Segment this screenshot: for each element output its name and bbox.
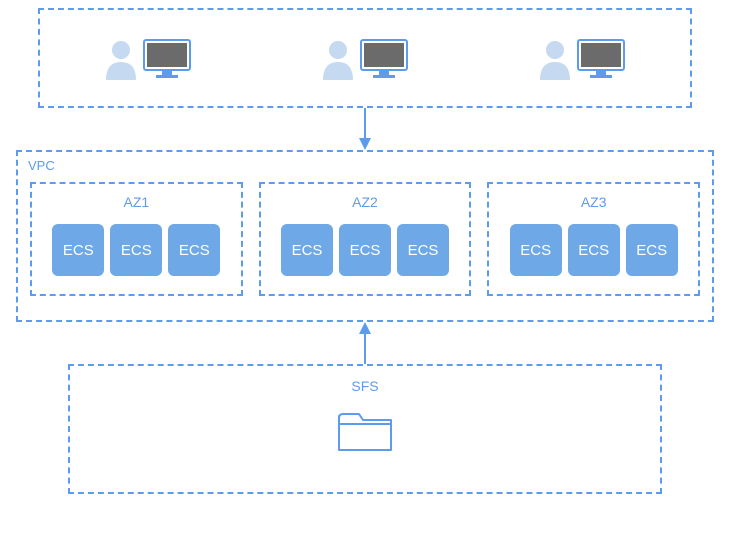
monitor-icon [576,36,626,80]
ecs-node: ECS [568,224,620,276]
az-box: AZ3ECSECSECS [487,182,700,296]
az-label: AZ1 [123,194,149,210]
ecs-node: ECS [510,224,562,276]
ecs-node: ECS [110,224,162,276]
vpc-box: VPC AZ1ECSECSECSAZ2ECSECSECSAZ3ECSECSECS [16,150,714,322]
ecs-node: ECS [397,224,449,276]
user-with-monitor [104,36,192,80]
sfs-label: SFS [351,378,378,394]
user-icon [104,36,138,80]
monitor-icon [359,36,409,80]
monitor-icon [142,36,192,80]
ecs-row: ECSECSECS [510,224,678,276]
az-row: AZ1ECSECSECSAZ2ECSECSECSAZ3ECSECSECS [30,182,700,296]
user-icon [321,36,355,80]
ecs-node: ECS [168,224,220,276]
ecs-node: ECS [52,224,104,276]
ecs-row: ECSECSECS [281,224,449,276]
arrow-sfs-to-vpc [8,322,722,364]
ecs-node: ECS [281,224,333,276]
ecs-node: ECS [626,224,678,276]
az-box: AZ1ECSECSECS [30,182,243,296]
sfs-box: SFS [68,364,662,494]
folder-icon [335,404,395,454]
user-with-monitor [538,36,626,80]
user-with-monitor [321,36,409,80]
az-box: AZ2ECSECSECS [259,182,472,296]
arrow-users-to-vpc [8,108,722,150]
az-label: AZ2 [352,194,378,210]
ecs-node: ECS [339,224,391,276]
ecs-row: ECSECSECS [52,224,220,276]
user-icon [538,36,572,80]
vpc-label: VPC [28,158,55,173]
users-box [38,8,692,108]
az-label: AZ3 [581,194,607,210]
